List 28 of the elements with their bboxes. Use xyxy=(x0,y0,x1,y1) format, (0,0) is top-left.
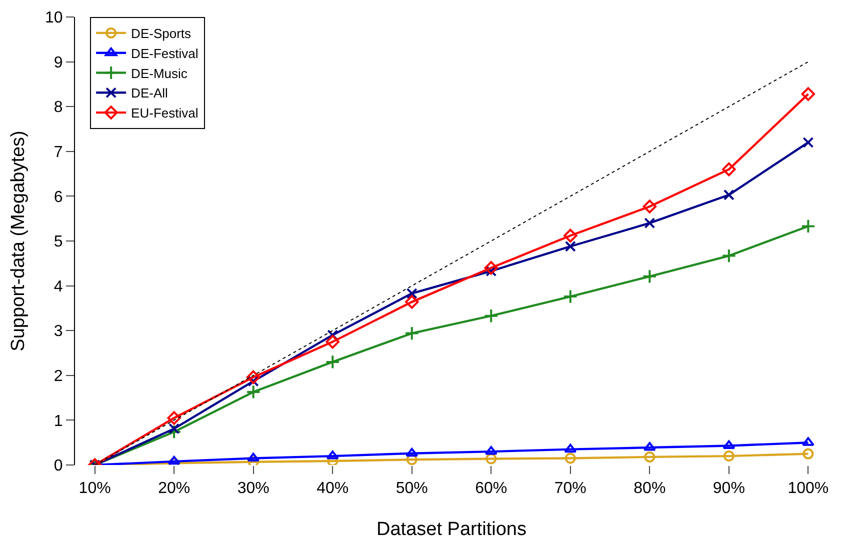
y-tick-label: 1 xyxy=(54,412,63,430)
x-tick-label: 100% xyxy=(788,480,829,498)
y-tick-label: 8 xyxy=(54,99,63,116)
y-tick-label: 4 xyxy=(54,278,63,296)
x-tick-label: 10% xyxy=(78,480,111,498)
x-tick-label: 30% xyxy=(237,480,270,498)
x-tick-label: 80% xyxy=(634,480,666,498)
y-tick-label: 7 xyxy=(54,144,63,161)
y-tick-label: 2 xyxy=(54,368,63,385)
x-tick-label: 40% xyxy=(316,480,349,498)
y-tick-label: 3 xyxy=(54,323,63,340)
y-tick-label: 6 xyxy=(54,188,63,206)
y-tick-label: 5 xyxy=(54,234,63,251)
x-tick-label: 50% xyxy=(396,480,428,498)
x-axis-title: Dataset Partitions xyxy=(376,519,526,540)
x-tick-label: 90% xyxy=(712,480,745,498)
legend-label: DE-Music xyxy=(131,66,188,81)
x-tick-label: 60% xyxy=(475,480,508,498)
y-axis-title: Support-data (Megabytes) xyxy=(8,130,29,352)
legend-label: DE-Festival xyxy=(131,46,198,61)
x-tick-label: 20% xyxy=(158,480,190,498)
y-tick-label: 10 xyxy=(45,10,63,27)
legend-label: DE-Sports xyxy=(131,26,192,42)
y-tick-label: 0 xyxy=(54,458,63,475)
y-tick-label: 9 xyxy=(54,54,63,72)
legend-label: DE-All xyxy=(131,86,168,101)
x-tick-label: 70% xyxy=(554,480,586,498)
legend-label: EU-Festival xyxy=(131,106,198,121)
